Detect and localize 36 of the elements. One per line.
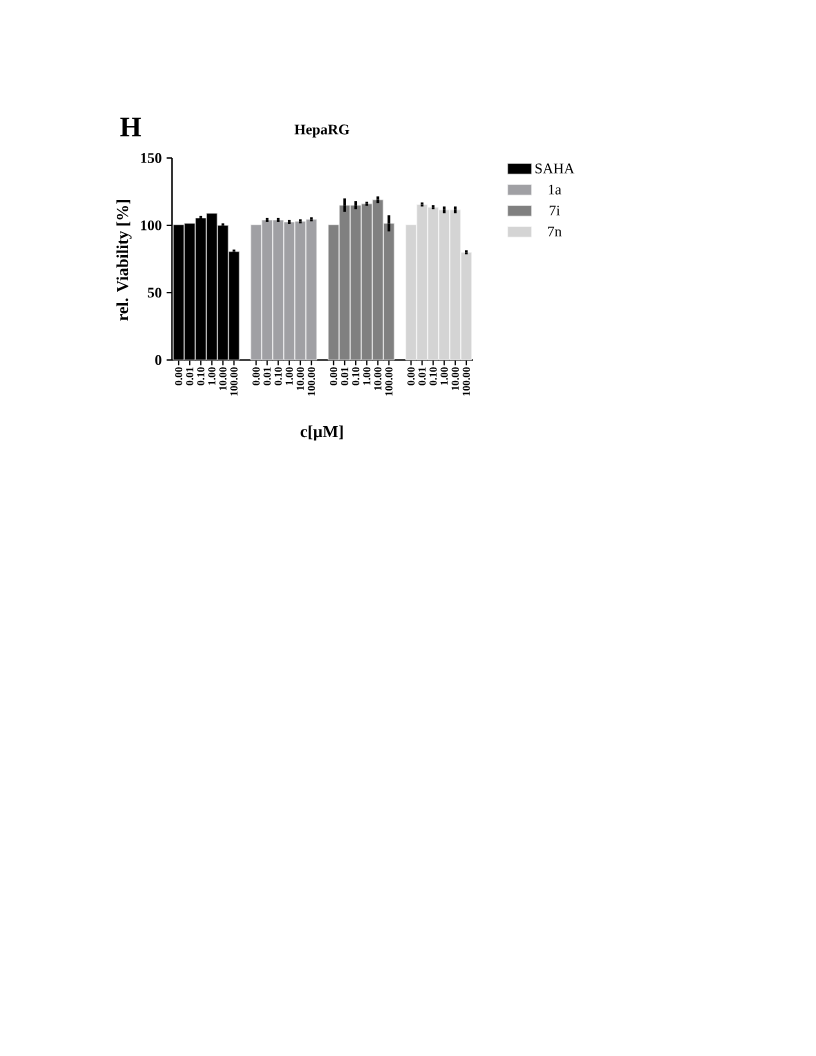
x-tick-label: 0.00 [252,367,260,386]
x-tick-label: 0.00 [175,367,183,386]
x-tick-label: 0.00 [329,367,338,386]
x-tick-label: 0.10 [429,367,437,386]
legend-label: 7n [548,226,562,237]
x-tick-label: 0.01 [186,367,194,386]
y-tick-label: 0 [155,355,162,365]
x-tick-label: 0.00 [407,367,415,386]
x-axis-title: c[µM] [300,425,343,441]
x-tick-label: 10.00 [296,367,304,391]
x-tick-label: 1.00 [208,367,216,385]
text: H [120,117,142,137]
x-tick-label: 0.01 [418,367,426,386]
x-tick-label: 0.10 [197,367,205,386]
x-tick-label: 10.00 [451,367,459,391]
x-tick-label: 10.00 [374,367,382,391]
x-tick-label: 0.10 [274,367,282,386]
legend-label: 7i [549,205,560,216]
x-tick-label: 0.01 [263,367,271,386]
x-tick-label: 100.00 [462,367,470,396]
legend-label: 1a [548,184,562,195]
y-tick-label: 100 [141,220,162,231]
y-tick-label: 50 [147,287,162,298]
x-tick-label: 1.00 [440,367,448,385]
x-tick-label: 1.00 [363,367,371,385]
x-tick-label: 0.10 [352,367,360,386]
x-tick-label: 100.00 [307,367,316,396]
y-tick-label: 150 [141,153,162,163]
x-tick-label: 10.00 [219,367,227,391]
legend-label: SAHA [535,163,575,174]
x-tick-label: 0.01 [341,367,349,386]
y-axis-title: rel. Viability [%] [116,200,132,321]
x-tick-label: 1.00 [285,367,293,385]
chart-title: HepaRG [294,124,350,138]
x-tick-label: 100.00 [385,367,393,396]
x-tick-label: 100.00 [230,367,238,396]
